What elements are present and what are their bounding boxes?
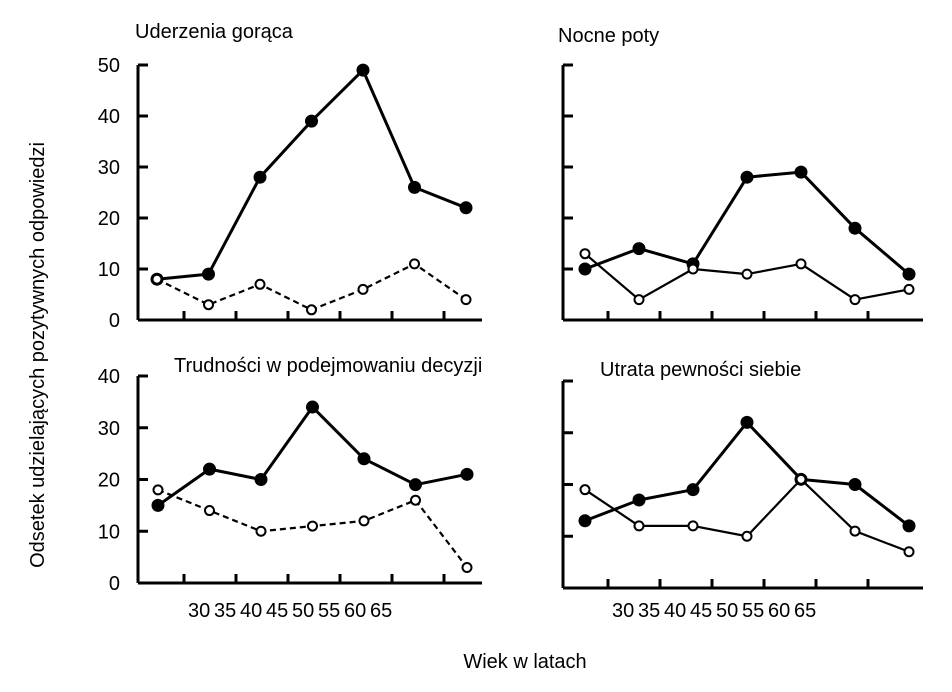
series-line-filled bbox=[156, 68, 467, 281]
x-tick-label: 35 bbox=[638, 600, 660, 622]
panel-title-loss-of-confidence: Utrata pewności siebie bbox=[600, 359, 801, 381]
series-line-filled bbox=[584, 170, 910, 276]
data-point-open bbox=[687, 263, 699, 275]
data-point-filled bbox=[408, 180, 421, 194]
panel-loss-of-confidence bbox=[561, 379, 923, 590]
data-point-filled bbox=[409, 478, 422, 492]
data-point-open bbox=[203, 299, 214, 311]
data-point-filled bbox=[357, 452, 371, 466]
data-point-open bbox=[579, 248, 591, 260]
data-point-filled bbox=[202, 267, 215, 281]
y-tick-label: 10 bbox=[98, 259, 120, 281]
data-point-filled bbox=[253, 170, 267, 184]
data-point-open bbox=[410, 494, 421, 506]
panel-hot-flushes: 0 10 20 30 40 50 bbox=[98, 55, 482, 332]
data-point-filled bbox=[632, 493, 646, 507]
x-tick-label: 30 bbox=[612, 600, 634, 622]
data-point-filled bbox=[306, 400, 319, 414]
data-point-open bbox=[409, 258, 420, 270]
series-line-filled bbox=[157, 405, 468, 507]
data-point-filled bbox=[460, 467, 474, 481]
data-point-open bbox=[460, 294, 472, 306]
y-tick-label: 10 bbox=[98, 521, 120, 543]
data-point-filled bbox=[459, 201, 473, 215]
x-tick-label: 55 bbox=[318, 600, 340, 622]
data-point-open bbox=[849, 294, 861, 306]
x-tick-label: 65 bbox=[794, 600, 816, 622]
x-tick-labels-right: 30 35 40 45 50 55 60 65 bbox=[612, 600, 816, 622]
data-point-filled bbox=[848, 478, 862, 491]
data-point-filled bbox=[151, 498, 165, 512]
y-tick-label: 20 bbox=[98, 470, 120, 492]
x-axis-label: Wiek w latach bbox=[463, 651, 586, 673]
data-point-filled bbox=[794, 165, 808, 179]
panel-title-decision-difficulty: Trudności w podejmowaniu decyzji bbox=[174, 355, 482, 377]
data-point-open bbox=[903, 546, 915, 558]
x-tick-label: 45 bbox=[690, 600, 712, 622]
data-point-open bbox=[795, 473, 807, 485]
x-tick-label: 60 bbox=[344, 600, 366, 622]
data-point-open bbox=[254, 278, 266, 290]
series-line-filled bbox=[584, 420, 910, 528]
y-tick-label: 20 bbox=[98, 208, 120, 230]
data-point-open bbox=[461, 561, 473, 573]
data-point-open bbox=[357, 283, 369, 295]
data-point-filled bbox=[740, 170, 754, 184]
x-tick-label: 60 bbox=[768, 600, 790, 622]
panel-night-sweats bbox=[561, 63, 923, 322]
data-point-open bbox=[307, 520, 318, 532]
data-point-open bbox=[152, 484, 164, 496]
x-tick-label: 40 bbox=[664, 600, 686, 622]
x-tick-label: 45 bbox=[266, 600, 288, 622]
data-point-filled bbox=[740, 415, 754, 429]
data-point-filled bbox=[686, 483, 700, 497]
panel-title-night-sweats: Nocne poty bbox=[558, 25, 659, 47]
data-point-open bbox=[903, 283, 915, 295]
data-point-filled bbox=[902, 519, 916, 533]
data-point-open bbox=[306, 304, 317, 316]
data-point-open bbox=[204, 505, 215, 517]
y-tick-label: 40 bbox=[98, 366, 120, 388]
data-point-open bbox=[633, 520, 645, 532]
data-point-open bbox=[849, 525, 861, 537]
data-point-filled bbox=[902, 267, 916, 281]
x-tick-label: 35 bbox=[214, 600, 236, 622]
x-tick-label: 30 bbox=[188, 600, 210, 622]
data-point-filled bbox=[356, 63, 370, 77]
y-tick-label: 30 bbox=[98, 418, 120, 440]
y-axis-label: Odsetek udzielających pozytywnych odpowi… bbox=[27, 142, 49, 568]
data-point-filled bbox=[305, 114, 318, 128]
data-point-open bbox=[741, 530, 753, 542]
data-point-open bbox=[151, 273, 163, 285]
x-tick-label: 40 bbox=[240, 600, 262, 622]
data-point-open bbox=[358, 515, 370, 527]
x-tick-label: 50 bbox=[292, 600, 314, 622]
panel-title-hot-flushes: Uderzenia gorąca bbox=[135, 21, 294, 43]
data-point-filled bbox=[578, 262, 592, 276]
y-tick-label: 50 bbox=[98, 55, 120, 77]
data-point-open bbox=[255, 525, 267, 537]
x-tick-label: 65 bbox=[370, 600, 392, 622]
x-tick-labels-left: 30 35 40 45 50 55 60 65 bbox=[188, 600, 392, 622]
x-tick-label: 50 bbox=[716, 600, 738, 622]
data-point-filled bbox=[254, 473, 268, 486]
data-point-open bbox=[741, 268, 753, 280]
x-tick-label: 55 bbox=[742, 600, 764, 622]
y-tick-label: 40 bbox=[98, 106, 120, 128]
panel-decision-difficulty: 0 10 20 30 40 bbox=[98, 366, 482, 595]
y-tick-label: 0 bbox=[109, 573, 120, 595]
data-point-open bbox=[579, 484, 591, 496]
data-point-filled bbox=[203, 462, 216, 476]
data-point-open bbox=[687, 520, 699, 532]
y-tick-label: 30 bbox=[98, 157, 120, 179]
data-point-filled bbox=[632, 242, 646, 256]
data-point-open bbox=[795, 258, 807, 270]
y-tick-label: 0 bbox=[109, 310, 120, 332]
data-point-filled bbox=[848, 221, 862, 235]
data-point-open bbox=[633, 294, 645, 306]
data-point-filled bbox=[578, 514, 592, 528]
